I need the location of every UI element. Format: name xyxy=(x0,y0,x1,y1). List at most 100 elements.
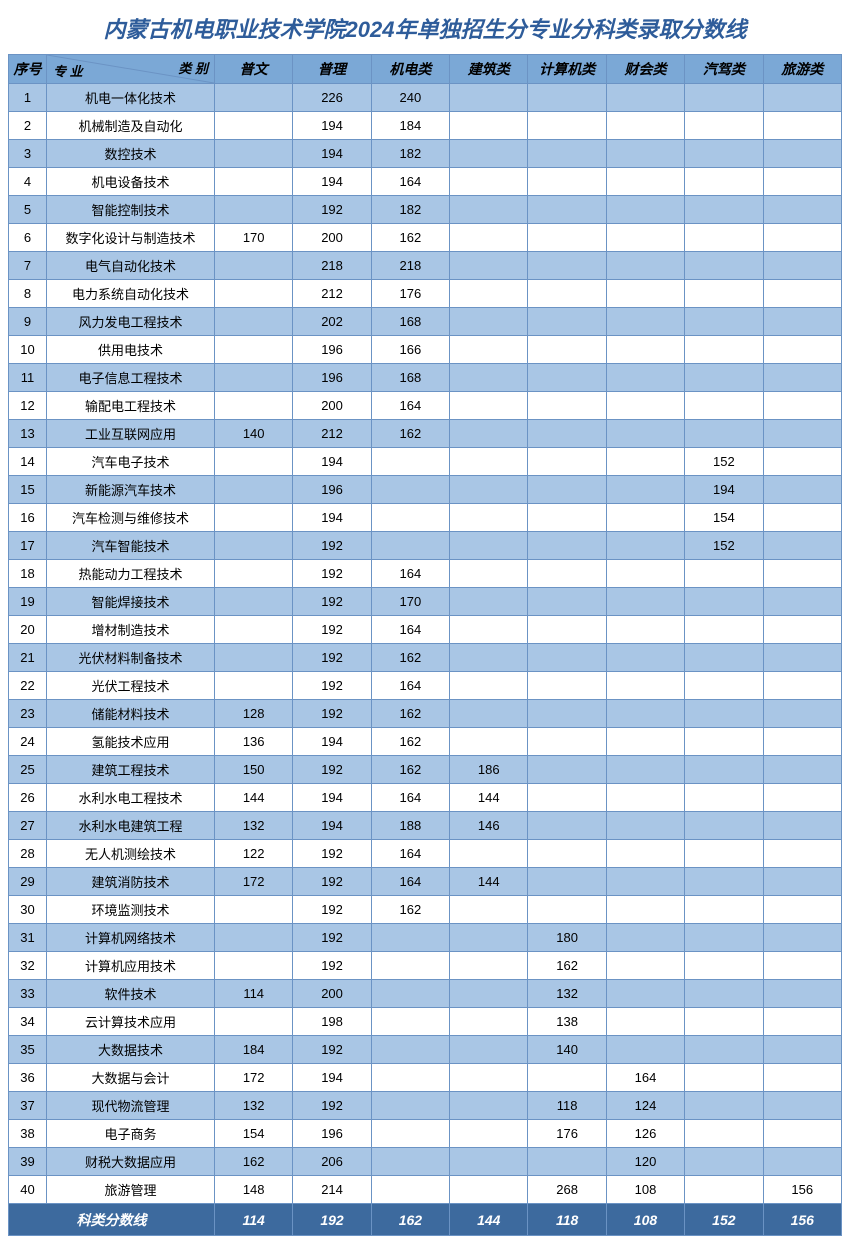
score-cell xyxy=(606,728,684,756)
footer-cell: 108 xyxy=(606,1204,684,1236)
score-cell xyxy=(685,224,763,252)
score-cell: 184 xyxy=(215,1036,293,1064)
score-cell xyxy=(450,532,528,560)
score-cell: 192 xyxy=(293,1036,371,1064)
score-cell: 140 xyxy=(215,420,293,448)
row-index: 28 xyxy=(9,840,47,868)
score-cell xyxy=(215,896,293,924)
score-cell: 138 xyxy=(528,1008,606,1036)
page-title: 内蒙古机电职业技术学院2024年单独招生分专业分科类录取分数线 xyxy=(8,12,842,44)
footer-cell: 114 xyxy=(215,1204,293,1236)
score-cell: 150 xyxy=(215,756,293,784)
score-cell xyxy=(763,252,841,280)
score-cell xyxy=(528,840,606,868)
row-major: 建筑消防技术 xyxy=(47,868,215,896)
score-cell: 162 xyxy=(371,896,449,924)
score-cell xyxy=(606,336,684,364)
score-cell: 182 xyxy=(371,140,449,168)
row-index: 13 xyxy=(9,420,47,448)
score-cell: 164 xyxy=(371,168,449,196)
score-cell xyxy=(450,1092,528,1120)
score-cell xyxy=(606,560,684,588)
score-cell xyxy=(606,1036,684,1064)
row-index: 20 xyxy=(9,616,47,644)
score-table: 序号 专 业 类 别 普文 普理 机电类 建筑类 计算机类 财会类 汽驾类 旅游… xyxy=(8,54,842,1236)
score-cell xyxy=(528,280,606,308)
score-cell xyxy=(763,644,841,672)
score-cell xyxy=(528,532,606,560)
score-cell xyxy=(215,504,293,532)
score-cell: 162 xyxy=(371,644,449,672)
col-qijia: 汽驾类 xyxy=(685,55,763,84)
score-cell xyxy=(606,868,684,896)
score-cell xyxy=(528,364,606,392)
col-caikuai: 财会类 xyxy=(606,55,684,84)
score-cell: 144 xyxy=(450,868,528,896)
score-cell xyxy=(528,252,606,280)
score-cell xyxy=(450,728,528,756)
score-cell xyxy=(606,196,684,224)
score-cell xyxy=(215,532,293,560)
score-cell xyxy=(606,980,684,1008)
score-cell xyxy=(371,1120,449,1148)
score-cell: 218 xyxy=(371,252,449,280)
score-cell xyxy=(450,168,528,196)
score-cell xyxy=(763,336,841,364)
score-cell: 196 xyxy=(293,336,371,364)
score-cell: 164 xyxy=(371,392,449,420)
row-major: 智能控制技术 xyxy=(47,196,215,224)
score-cell xyxy=(685,952,763,980)
score-cell xyxy=(450,140,528,168)
score-cell: 162 xyxy=(371,700,449,728)
score-cell xyxy=(215,448,293,476)
score-cell: 164 xyxy=(606,1064,684,1092)
score-cell xyxy=(450,672,528,700)
score-cell: 192 xyxy=(293,616,371,644)
score-cell xyxy=(606,112,684,140)
score-cell xyxy=(685,308,763,336)
score-cell xyxy=(685,364,763,392)
row-index: 36 xyxy=(9,1064,47,1092)
table-row: 37现代物流管理132192118124 xyxy=(9,1092,842,1120)
label-category: 类 别 xyxy=(178,58,208,77)
score-cell xyxy=(763,112,841,140)
score-cell: 194 xyxy=(293,504,371,532)
score-cell xyxy=(685,168,763,196)
score-cell: 192 xyxy=(293,1092,371,1120)
row-major: 云计算技术应用 xyxy=(47,1008,215,1036)
row-index: 23 xyxy=(9,700,47,728)
score-cell xyxy=(763,364,841,392)
col-puli: 普理 xyxy=(293,55,371,84)
score-cell xyxy=(685,112,763,140)
row-major: 热能动力工程技术 xyxy=(47,560,215,588)
score-cell xyxy=(215,924,293,952)
score-cell: 164 xyxy=(371,616,449,644)
row-index: 7 xyxy=(9,252,47,280)
table-row: 3数控技术194182 xyxy=(9,140,842,168)
score-cell: 176 xyxy=(528,1120,606,1148)
score-cell xyxy=(528,728,606,756)
table-row: 18热能动力工程技术192164 xyxy=(9,560,842,588)
row-major: 水利水电建筑工程 xyxy=(47,812,215,840)
score-cell xyxy=(528,700,606,728)
score-cell: 192 xyxy=(293,196,371,224)
table-row: 2机械制造及自动化194184 xyxy=(9,112,842,140)
score-cell xyxy=(450,252,528,280)
score-cell: 162 xyxy=(215,1148,293,1176)
score-cell xyxy=(763,1120,841,1148)
score-cell: 240 xyxy=(371,84,449,112)
table-body: 1机电一体化技术2262402机械制造及自动化1941843数控技术194182… xyxy=(9,84,842,1204)
score-cell xyxy=(606,616,684,644)
row-index: 10 xyxy=(9,336,47,364)
score-cell: 192 xyxy=(293,952,371,980)
row-index: 29 xyxy=(9,868,47,896)
score-cell: 140 xyxy=(528,1036,606,1064)
row-index: 26 xyxy=(9,784,47,812)
score-cell xyxy=(450,308,528,336)
table-row: 22光伏工程技术192164 xyxy=(9,672,842,700)
score-cell xyxy=(685,840,763,868)
table-row: 13工业互联网应用140212162 xyxy=(9,420,842,448)
score-cell xyxy=(215,616,293,644)
score-cell xyxy=(371,1008,449,1036)
score-cell xyxy=(606,140,684,168)
